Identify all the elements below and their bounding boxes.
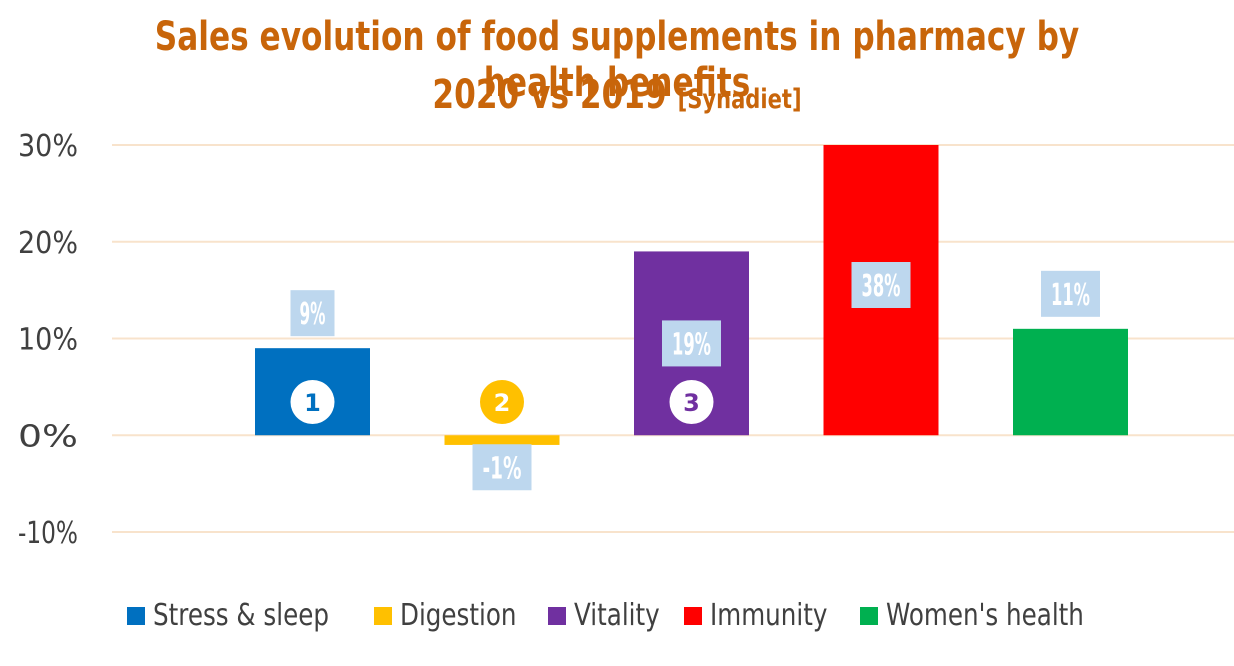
legend-label: Immunity — [710, 598, 828, 633]
legend-label: Digestion — [399, 598, 517, 633]
rank-badges: 1 2 3 — [290, 380, 714, 424]
rank-badge — [480, 380, 524, 424]
data-label-box — [662, 320, 721, 367]
bar — [1013, 328, 1128, 436]
rank-badge-number: 3 — [683, 389, 700, 417]
chart-subtitle-years: 2020 vs 2019 — [432, 72, 667, 118]
y-tick-label: -10% — [18, 516, 78, 551]
legend-item: Stress & sleep — [127, 598, 348, 633]
y-tick-label: 10% — [18, 323, 78, 358]
legend-label: Stress & sleep — [153, 598, 330, 633]
chart-subtitle: 2020 vs 2019 [Synadiet] — [136, 72, 1099, 118]
rank-badge-number: 2 — [494, 389, 511, 417]
data-label-box — [851, 262, 911, 308]
y-axis-ticks: -10% 0% 10% 20% 30% — [18, 129, 78, 551]
rank-badge-number: 1 — [304, 389, 321, 417]
data-label: 11% — [1051, 278, 1090, 313]
legend-swatch — [127, 606, 146, 625]
rank-badge — [290, 380, 335, 424]
legend-swatch — [373, 606, 392, 625]
legend-label: Women's health — [885, 598, 1084, 633]
data-label: -1% — [483, 451, 522, 486]
legend-swatch — [684, 606, 703, 625]
data-label-box — [1041, 270, 1100, 317]
bar — [444, 435, 560, 445]
y-tick-label: 30% — [18, 129, 78, 164]
legend-swatch — [859, 606, 878, 625]
data-labels: 9% -1% 19% 38% 11% — [290, 262, 1100, 491]
y-tick-label: 20% — [18, 226, 78, 261]
data-label-box — [290, 290, 335, 337]
legend-item: Vitality — [547, 598, 660, 633]
data-label: 19% — [672, 327, 711, 362]
legend-swatch — [547, 606, 566, 625]
data-label: 9% — [300, 297, 326, 332]
data-label-box — [472, 444, 532, 491]
legend: Stress & sleep Digestion Vitality Immunity W… — [0, 598, 1234, 633]
legend-item: Women's health — [859, 598, 1107, 633]
legend-label: Vitality — [573, 598, 660, 633]
legend-item: Digestion — [373, 598, 522, 633]
chart-title: Sales evolution of food supplements in p… — [154, 14, 1080, 106]
legend-item: Immunity — [684, 598, 833, 633]
y-tick-label: 0% — [18, 419, 78, 454]
data-label: 38% — [862, 269, 901, 304]
chart-source: [Synadiet] — [677, 84, 802, 115]
rank-badge — [669, 380, 714, 424]
